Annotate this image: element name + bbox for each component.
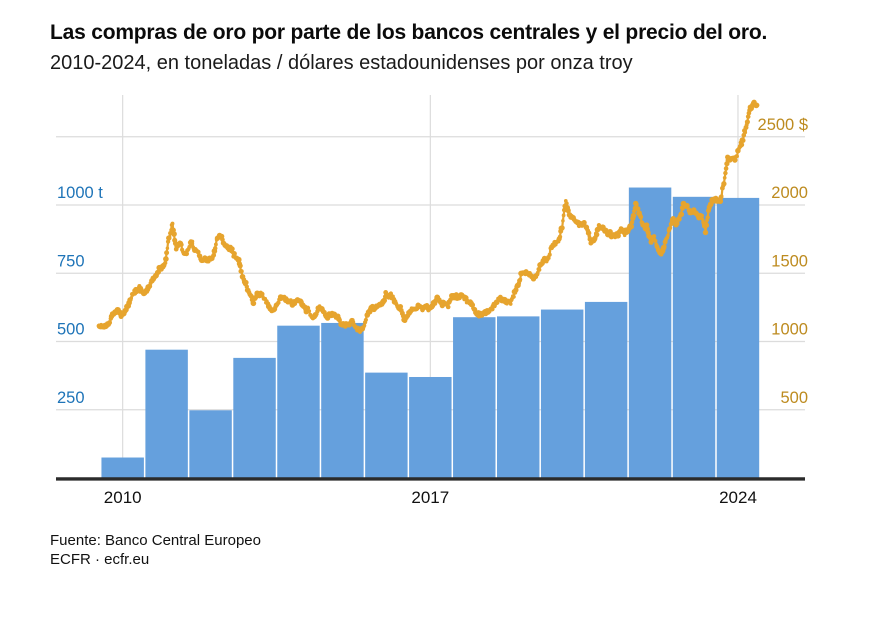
left-axis-label-500: 500 [57, 321, 85, 339]
gold-price-line [96, 99, 760, 334]
x-tick-label-2017: 2017 [411, 488, 449, 507]
page-title: Las compras de oro por parte de los banc… [50, 21, 768, 44]
bar-2019 [497, 316, 540, 478]
bar-2020 [540, 309, 584, 478]
source-note: Fuente: Banco Central Europeo [50, 532, 261, 549]
x-tick-label-2024: 2024 [719, 488, 757, 507]
left-axis-label-1000: 1000 t [57, 184, 103, 202]
bar-2021 [584, 301, 628, 478]
chart-subtitle: 2010-2024, en toneladas / dólares estado… [50, 52, 633, 74]
bar-2015 [321, 322, 364, 478]
bars-series [101, 187, 760, 478]
chart-footer: Fuente: Banco Central Europeo ECFR · ecf… [50, 531, 261, 569]
right-axis-label-2000: 2000 [771, 184, 808, 202]
right-axis-label-1000: 1000 [771, 321, 808, 339]
bar-2013 [233, 357, 276, 478]
right-axis-label-2500: 2500 $ [758, 116, 808, 134]
bar-2024 [716, 197, 760, 478]
bar-2012 [189, 410, 232, 478]
bar-2016 [365, 372, 408, 478]
bar-2017 [409, 376, 452, 478]
right-axis-label-500: 500 [780, 389, 808, 407]
bar-2023 [672, 196, 716, 478]
x-tick-label-2010: 2010 [104, 488, 142, 507]
bar-2010 [101, 457, 144, 478]
credit-note: ECFR · ecfr.eu [50, 551, 150, 568]
left-axis-label-750: 750 [57, 252, 85, 270]
right-axis-label-1500: 1500 [771, 252, 808, 270]
bar-2011 [145, 349, 188, 478]
left-axis-label-250: 250 [57, 389, 85, 407]
bar-2018 [453, 317, 496, 478]
bar-2014 [277, 325, 320, 478]
